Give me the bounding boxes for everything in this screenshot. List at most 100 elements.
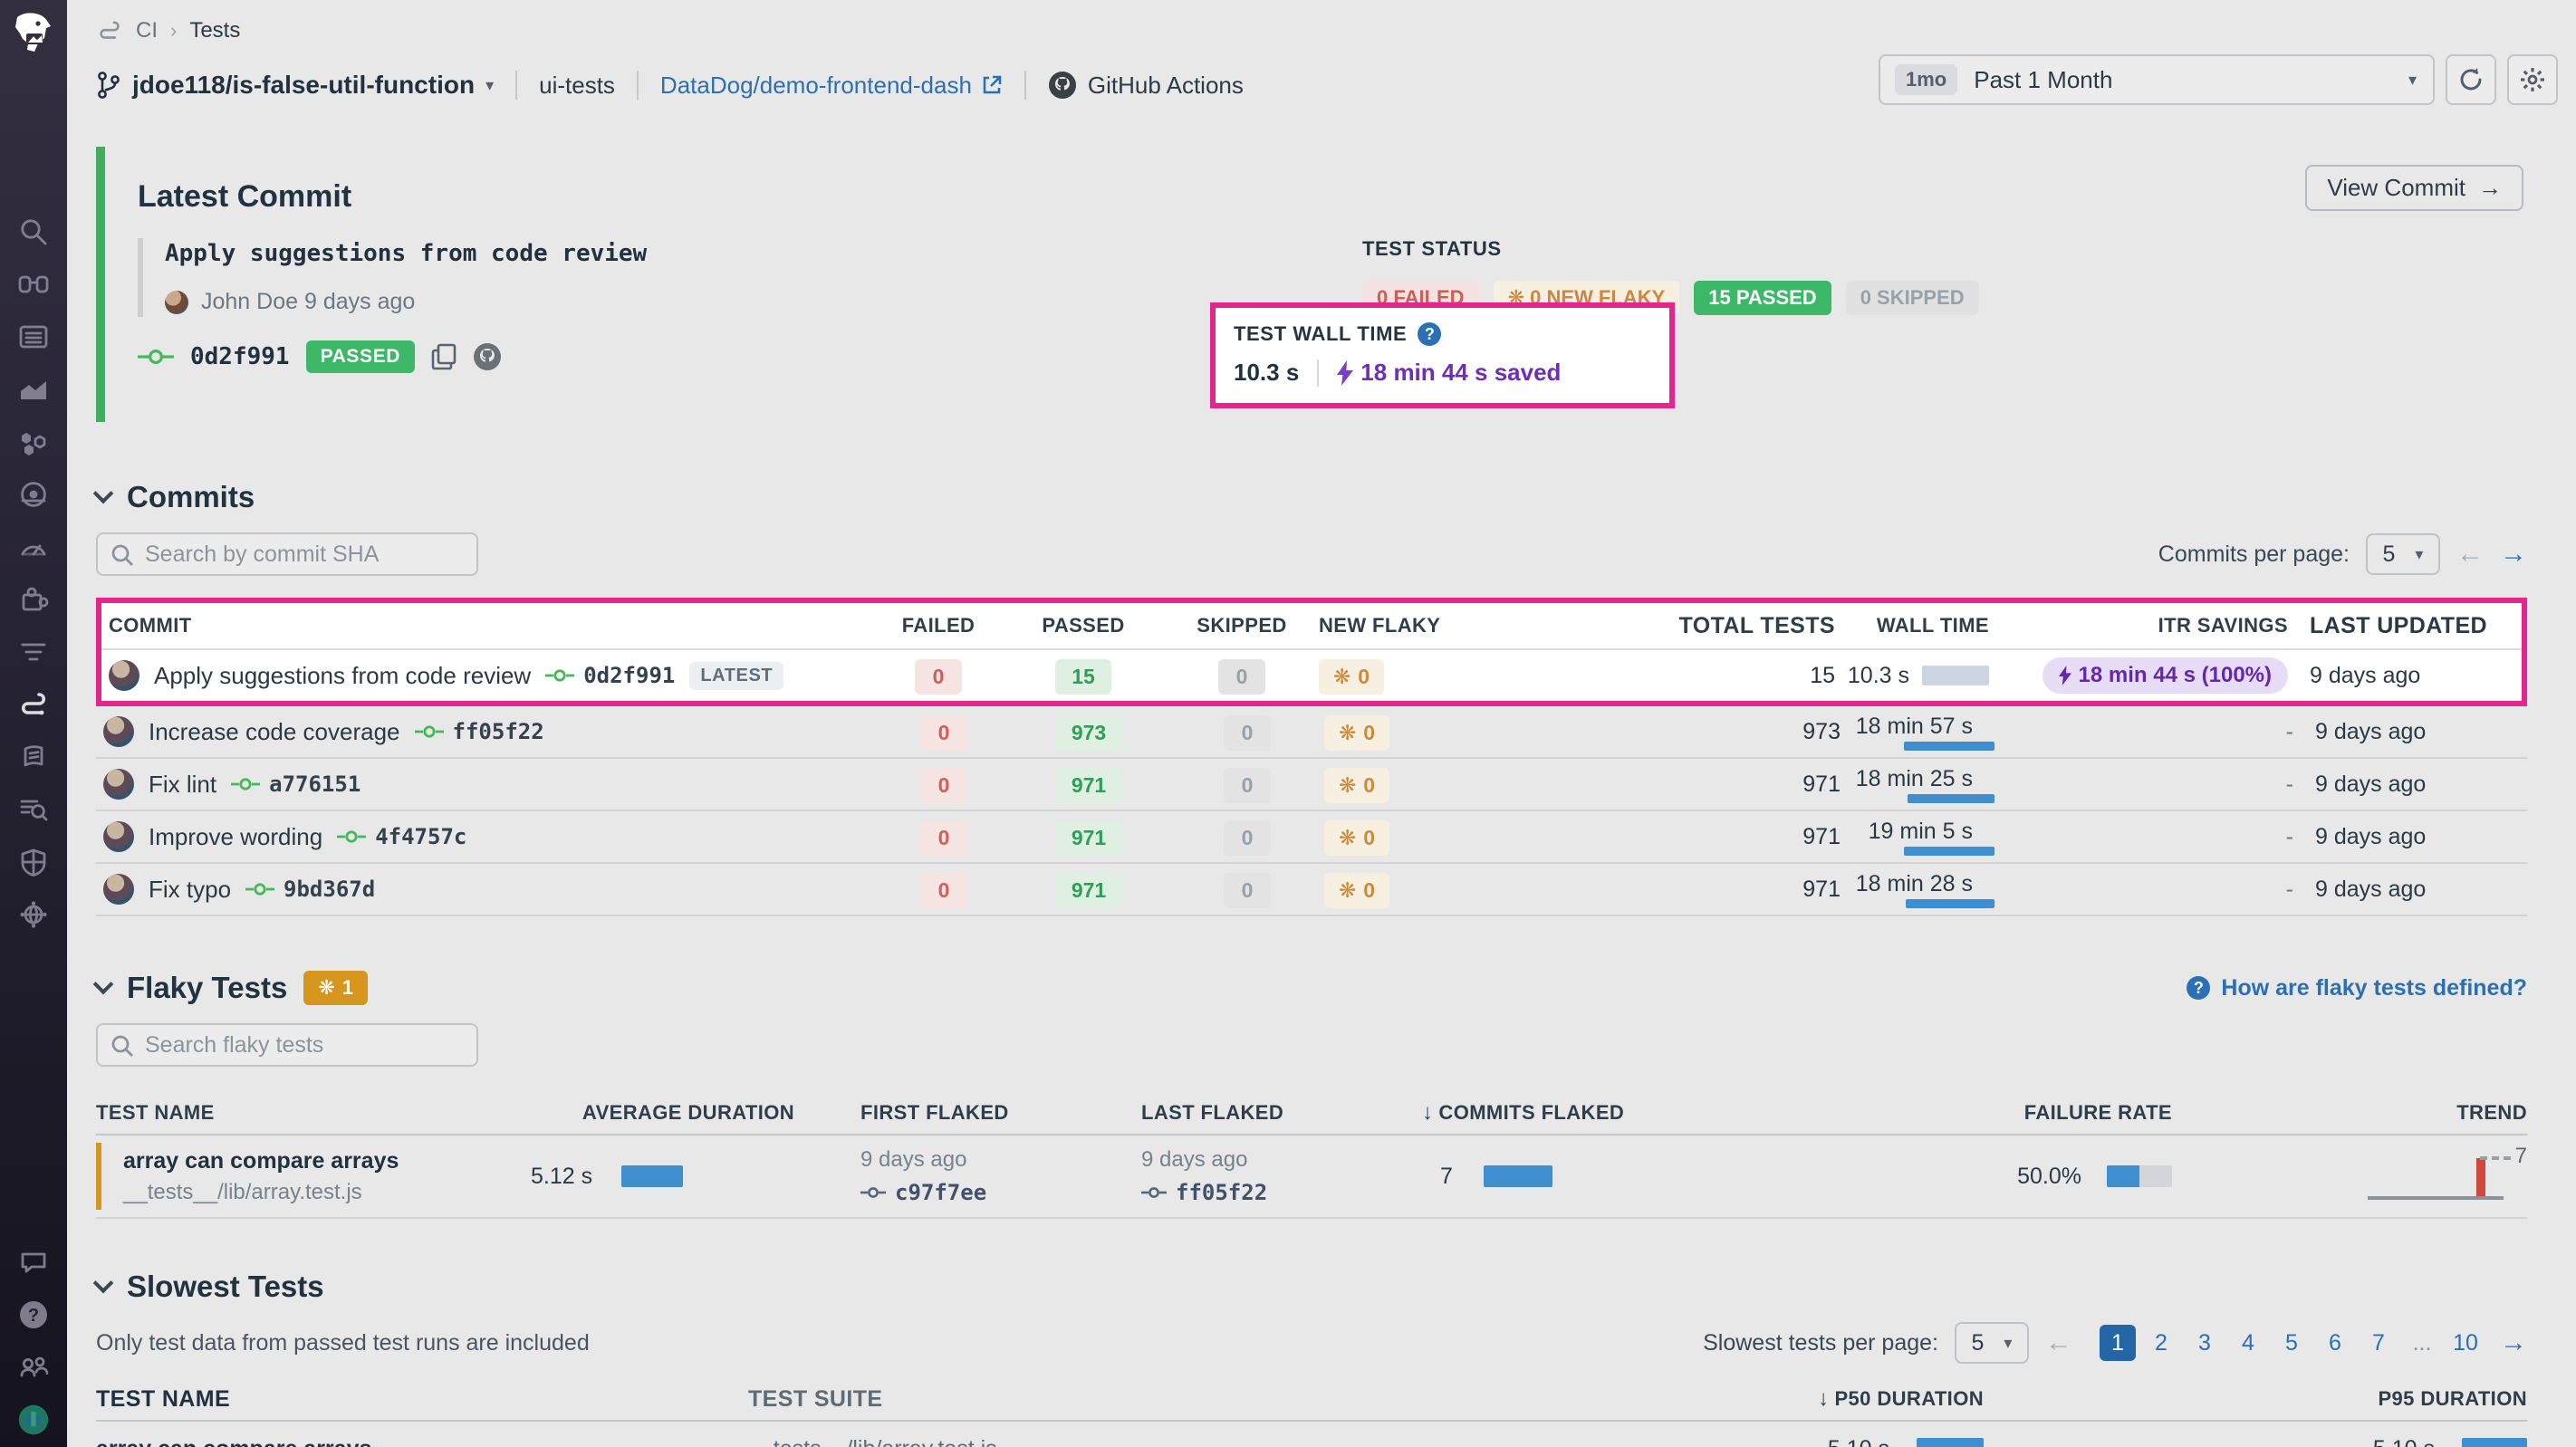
next-page-arrow[interactable]: → [2500,539,2527,569]
itr-savings-pill: 18 min 44 s (100%) [2042,657,2288,694]
arrow-right-icon: → [2478,174,2502,201]
repo-link[interactable]: DataDog/demo-frontend-dash [660,72,1003,100]
last-flaked-sha[interactable]: ff05f22 [1176,1180,1268,1205]
commit-row[interactable]: Fix lint a776151 0 971 0 ❋ 0 971 18 min 2… [96,759,2527,811]
commit-avatar [103,769,134,800]
branch-caret-icon[interactable]: ▾ [485,75,495,94]
page-5[interactable]: 5 [2285,1330,2298,1356]
infrastructure-icon[interactable] [17,426,50,458]
page-6[interactable]: 6 [2329,1330,2341,1356]
chat-icon[interactable] [17,1246,50,1279]
page-4[interactable]: 4 [2242,1330,2254,1356]
help-icon[interactable]: ? [17,1298,50,1331]
collapse-chevron-icon[interactable] [92,973,114,995]
commit-row[interactable]: Fix typo 9bd367d 0 971 0 ❋ 0 971 18 min 2… [96,864,2527,916]
flaky-search-input[interactable] [96,1023,478,1067]
snowflake-icon: ❋ [1339,720,1357,744]
slowest-per-page-select[interactable]: 5 ▾ [1955,1322,2029,1364]
security-icon[interactable] [17,846,50,878]
time-range-select[interactable]: 1mo Past 1 Month ▾ [1879,54,2435,105]
integrations-icon[interactable] [17,583,50,616]
page-1[interactable]: 1 [2100,1325,2136,1361]
flaky-search [96,1023,478,1067]
copy-icon[interactable] [431,343,457,370]
col-test-name[interactable]: TEST NAME [96,1385,231,1412]
col-p95-duration[interactable]: P95 DURATION [2378,1387,2527,1410]
commit-search-input[interactable] [96,532,478,576]
p50-duration-bar [1917,1438,1984,1447]
itr-savings: - [2285,718,2293,744]
commit-row[interactable]: Increase code coverage ff05f22 0 973 0 ❋… [96,706,2527,759]
avg-duration: 5.12 s [531,1163,593,1189]
col-skipped[interactable]: SKIPPED [1197,614,1287,637]
prev-page-arrow[interactable]: ← [2456,539,2484,569]
col-last-flaked[interactable]: LAST FLAKED [1141,1101,1284,1124]
branch-selector[interactable]: jdoe118/is-false-util-function [132,71,476,99]
first-flaked-sha[interactable]: c97f7ee [895,1180,987,1205]
col-failure-rate[interactable]: FAILURE RATE [2023,1101,2172,1124]
col-trend[interactable]: TREND [2456,1101,2527,1124]
last-flaked-date: 9 days ago [1141,1147,1248,1172]
col-average-duration[interactable]: AVERAGE DURATION [582,1101,795,1124]
latest-tag: LATEST [689,661,784,690]
notebooks-icon[interactable] [17,741,50,773]
col-passed[interactable]: PASSED [1042,614,1125,637]
breadcrumb-ci[interactable]: CI [136,18,158,43]
col-failed[interactable]: FAILED [901,614,976,637]
ci-icon[interactable] [17,688,50,721]
commit-sha[interactable]: 0d2f991 [190,343,290,370]
next-page-arrow[interactable]: → [2500,1327,2527,1357]
flaky-help-link[interactable]: ? How are flaky tests defined? [2187,975,2527,1001]
commit-icon [138,349,174,365]
commits-per-page-select[interactable]: 5 ▾ [2366,533,2440,575]
log-search-icon[interactable] [17,793,50,826]
col-itr-savings[interactable]: ITR SAVINGS [2158,614,2288,637]
view-commit-button[interactable]: View Commit → [2305,165,2523,211]
flaky-test-row[interactable]: array can compare arrays __tests__/lib/a… [96,1136,2527,1219]
settings-button[interactable] [2507,54,2558,105]
logs-icon[interactable] [17,636,50,668]
test-suite: __tests__/lib/array.test.js [748,1436,1603,1447]
datadog-logo[interactable] [0,0,67,67]
refresh-button[interactable] [2446,54,2496,105]
collapse-chevron-icon[interactable] [92,1272,114,1294]
col-test-name[interactable]: TEST NAME [96,1101,215,1124]
col-commit[interactable]: COMMIT [109,614,192,637]
prev-page-arrow[interactable]: ← [2045,1327,2072,1357]
page-7[interactable]: 7 [2372,1330,2385,1356]
new-flaky-count: 0 [1358,664,1370,688]
col-first-flaked[interactable]: FIRST FLAKED [860,1101,1009,1124]
page-2[interactable]: 2 [2155,1330,2167,1356]
org-icon[interactable] [17,1351,50,1384]
col-last-updated[interactable]: LAST UPDATED [2310,612,2487,638]
slowest-tests-title: Slowest Tests [127,1270,324,1303]
pipeline-name[interactable]: ui-tests [539,71,615,99]
col-test-suite[interactable]: TEST SUITE [748,1385,883,1412]
commit-row[interactable]: Apply suggestions from code review 0d2f9… [101,650,2522,701]
slowest-per-page-label: Slowest tests per page: [1703,1329,1938,1356]
col-wall-time[interactable]: WALL TIME [1876,614,1989,637]
page-3[interactable]: 3 [2198,1330,2211,1356]
dashboards-icon[interactable] [17,321,50,353]
github-icon [1048,72,1076,99]
watchdog-icon[interactable] [17,268,50,301]
network-icon[interactable] [17,898,50,931]
lightning-icon [1337,359,1354,386]
user-avatar[interactable] [17,1404,50,1436]
slowest-test-row[interactable]: array can compare arrays __tests__/lib/a… [96,1422,2527,1447]
apm-icon[interactable] [17,478,50,511]
page-10[interactable]: 10 [2453,1330,2478,1356]
breadcrumb-tests[interactable]: Tests [189,18,241,43]
col-new-flaky[interactable]: NEW FLAKY [1319,614,1441,637]
col-p50-duration[interactable]: ↓ P50 DURATION [1818,1386,1984,1411]
github-link-icon[interactable] [473,342,502,371]
passed-count: 971 [1054,819,1123,856]
help-circle-icon[interactable]: ? [1418,322,1442,346]
monitors-icon[interactable] [17,531,50,563]
col-commits-flaked[interactable]: ↓ COMMITS FLAKED [1422,1100,1625,1125]
col-total-tests[interactable]: TOTAL TESTS [1678,612,1835,638]
collapse-chevron-icon[interactable] [92,483,114,504]
metrics-icon[interactable] [17,373,50,406]
search-icon[interactable] [17,216,50,248]
commit-row[interactable]: Improve wording 4f4757c 0 971 0 ❋ 0 971 1… [96,811,2527,864]
